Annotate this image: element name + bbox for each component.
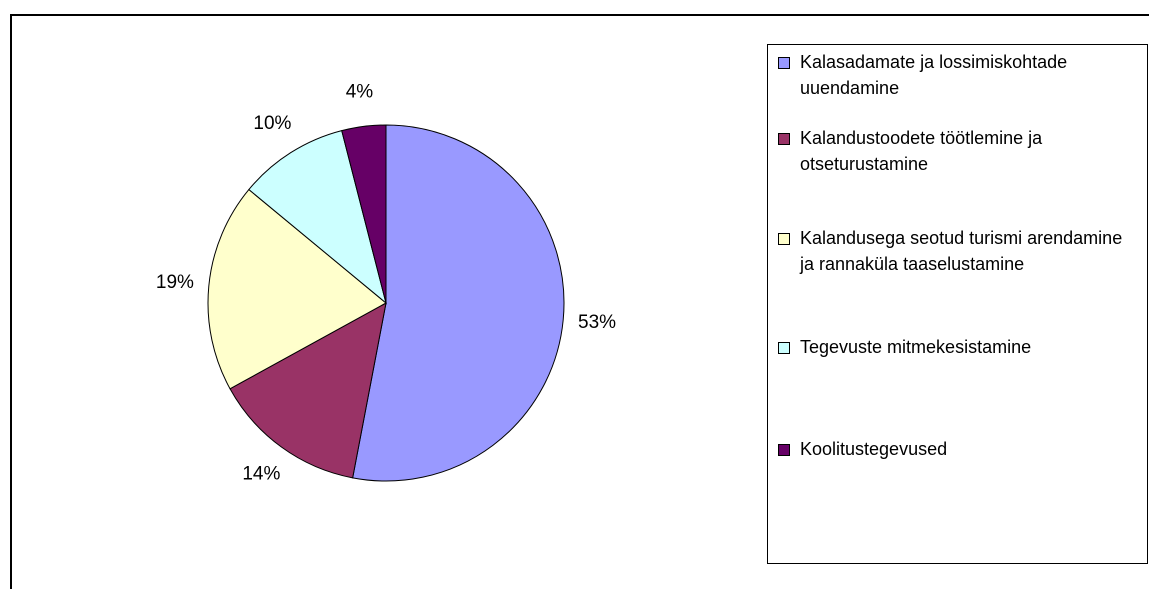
legend-swatch [778, 57, 790, 69]
data-label: 14% [242, 464, 280, 485]
legend: Kalasadamate ja lossimiskohtade uuendami… [767, 44, 1148, 564]
legend-label: Kalandusega seotud turismi arendamine ja… [800, 228, 1123, 274]
pie-slice [207, 188, 387, 390]
data-label: 4% [346, 82, 374, 103]
data-label: 53% [578, 312, 616, 333]
legend-swatch [778, 233, 790, 245]
pie-slice [248, 129, 387, 305]
legend-swatch [778, 444, 790, 456]
pie-slice [229, 302, 387, 479]
chart: 53% 14% 19% 10% 4% [156, 82, 616, 485]
pie-slice [341, 124, 387, 304]
pie-slice [352, 124, 565, 482]
data-label: 19% [156, 272, 194, 293]
legend-swatch [778, 133, 790, 145]
data-label: 10% [253, 113, 291, 134]
legend-label: Kalasadamate ja lossimiskohtade uuendami… [800, 52, 1068, 98]
legend-label: Kalandustoodete töötlemine ja otseturust… [800, 128, 1043, 174]
legend-label: Koolitustegevused [800, 439, 948, 459]
chart-frame [10, 14, 1149, 589]
legend-label: Tegevuste mitmekesistamine [800, 337, 1032, 357]
legend-swatch [778, 342, 790, 354]
